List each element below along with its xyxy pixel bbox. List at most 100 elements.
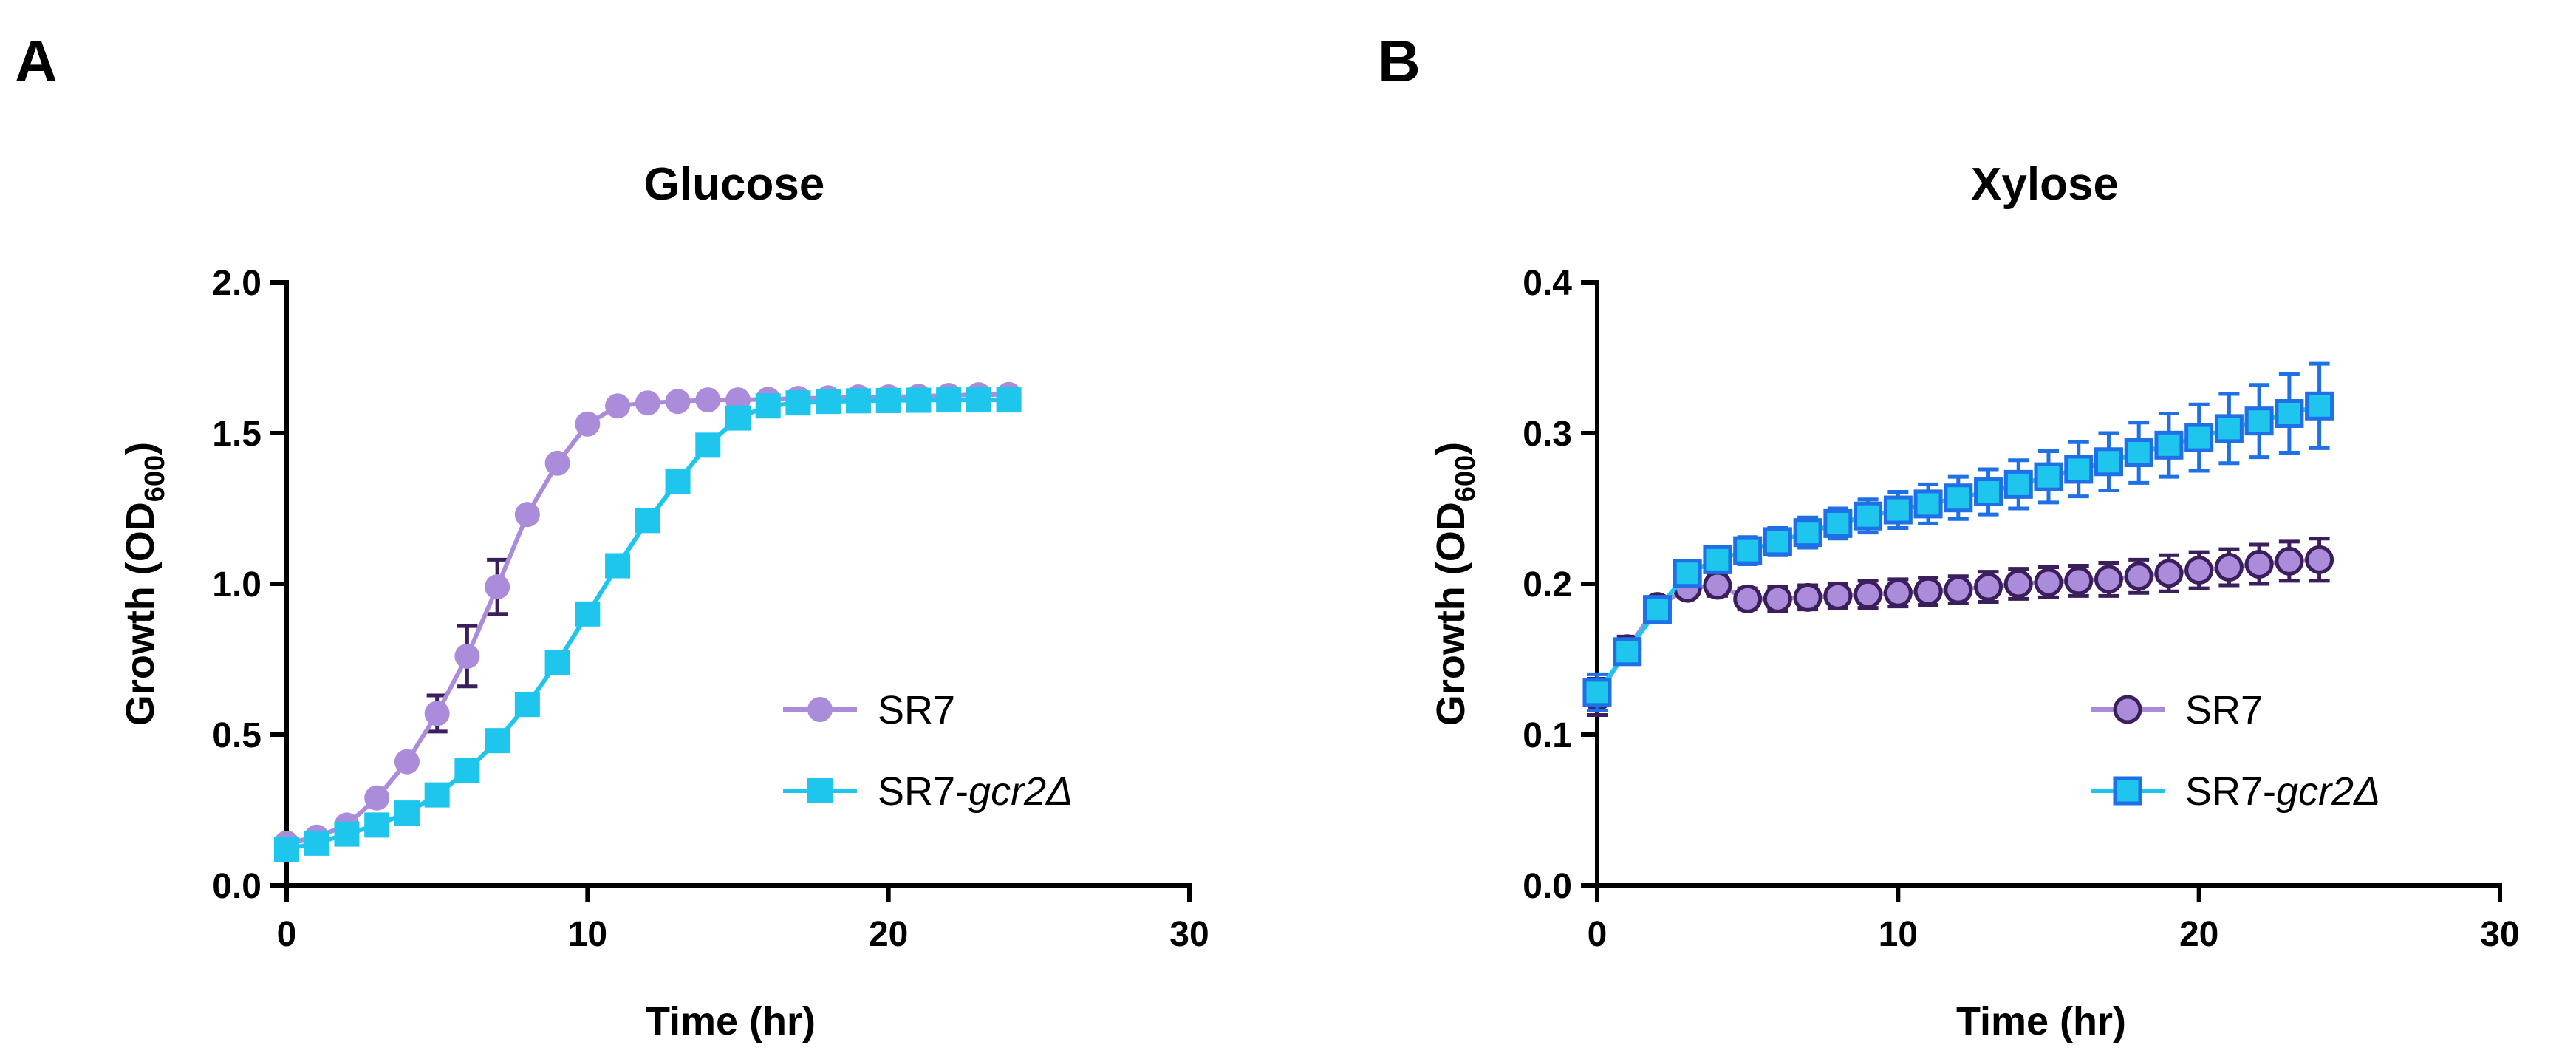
- data-point: [695, 387, 721, 413]
- data-point: [2064, 566, 2094, 596]
- data-point: [1944, 575, 1973, 605]
- data-point: [575, 411, 601, 437]
- data-point: [1582, 678, 1612, 707]
- data-point: [966, 387, 991, 413]
- data-point: [1854, 501, 1883, 531]
- data-point: [1793, 518, 1822, 548]
- data-point: [807, 778, 833, 803]
- data-point: [2214, 553, 2244, 582]
- data-point: [875, 387, 901, 413]
- data-point: [665, 389, 691, 415]
- data-point: [1793, 582, 1822, 612]
- y-tick-label: 0.0: [212, 867, 262, 906]
- y-axis-label: Growth (OD600): [118, 442, 171, 726]
- x-axis-label: Time (hr): [646, 999, 816, 1044]
- y-tick-label: 0.5: [212, 716, 262, 755]
- data-point: [1974, 477, 2003, 507]
- data-point: [2034, 568, 2063, 597]
- chart-panel-b: B Xylose 0.0 0.1 0.2 0.3 0.4 0 10 20 30 Time (hr) Gr…: [1378, 28, 2520, 1044]
- data-point: [274, 837, 299, 862]
- legend-label: SR7-gcr2Δ: [2185, 769, 2380, 814]
- data-point: [1673, 559, 1702, 588]
- data-point: [1854, 579, 1883, 609]
- data-point: [1763, 527, 1792, 556]
- data-point: [2113, 695, 2142, 724]
- data-point: [544, 650, 570, 675]
- panel-letter: A: [15, 28, 58, 94]
- data-point: [454, 643, 480, 669]
- data-point: [2124, 562, 2153, 591]
- series-sr7-gcr2: [1582, 361, 2334, 712]
- data-point: [2094, 447, 2123, 477]
- series-sr7: [1582, 537, 2334, 717]
- data-point: [1823, 508, 1853, 538]
- data-point: [485, 574, 510, 600]
- data-point: [2305, 545, 2334, 574]
- data-point: [514, 502, 540, 528]
- y-tick-label: 0.3: [1523, 415, 1572, 454]
- chart-panel-a: A Glucose 0.0 0.5 1.0 1.5 2.0 0 10 20 30 Time (hr) G…: [15, 28, 1209, 1044]
- y-tick-label: 0.1: [1523, 716, 1572, 755]
- x-tick-label: 0: [277, 915, 297, 954]
- legend-item: SR7: [2091, 688, 2263, 732]
- data-point: [2244, 549, 2274, 579]
- data-point: [1883, 578, 1913, 607]
- data-point: [394, 800, 420, 826]
- data-point: [1703, 545, 1732, 574]
- data-point: [2113, 776, 2142, 806]
- data-point: [1733, 584, 1763, 613]
- data-point: [2275, 398, 2304, 428]
- data-point: [2154, 430, 2184, 460]
- data-point: [2275, 546, 2304, 576]
- y-tick-label: 2.0: [212, 264, 262, 303]
- data-point: [2064, 455, 2094, 484]
- x-tick-label: 30: [2480, 915, 2519, 954]
- data-point: [1913, 576, 1943, 606]
- legend-label: SR7-gcr2Δ: [878, 769, 1073, 814]
- data-point: [845, 388, 871, 414]
- data-point: [2154, 559, 2184, 588]
- legend-item: SR7-gcr2Δ: [783, 769, 1073, 814]
- data-point: [1613, 637, 1642, 667]
- data-point: [807, 697, 833, 722]
- data-point: [334, 821, 360, 847]
- data-point: [2214, 414, 2244, 443]
- series-sr7-gcr2: [274, 387, 1022, 862]
- data-point: [2034, 462, 2063, 491]
- y-tick-label: 0.4: [1523, 264, 1572, 303]
- data-point: [996, 387, 1022, 413]
- x-tick-label: 20: [869, 915, 908, 954]
- y-tick-label: 1.0: [212, 565, 262, 605]
- data-point: [1733, 536, 1763, 565]
- data-point: [364, 785, 390, 811]
- data-point: [304, 830, 329, 856]
- data-point: [755, 393, 781, 419]
- data-point: [485, 728, 510, 754]
- x-tick-label: 0: [1588, 915, 1608, 954]
- legend-item: SR7-gcr2Δ: [2091, 769, 2380, 814]
- data-point: [1703, 571, 1732, 600]
- y-tick-label: 0.0: [1523, 867, 1572, 906]
- data-point: [2244, 406, 2274, 436]
- data-point: [575, 601, 601, 627]
- y-axis-label: Growth (OD600): [1429, 442, 1481, 726]
- data-point: [364, 812, 390, 838]
- data-point: [2003, 569, 2033, 599]
- data-point: [394, 749, 420, 775]
- data-point: [2003, 469, 2033, 499]
- data-point: [2094, 565, 2123, 594]
- data-point: [605, 553, 631, 579]
- data-point: [1823, 581, 1853, 610]
- data-point: [1913, 489, 1943, 519]
- legend-label: SR7: [2185, 688, 2263, 732]
- data-point: [695, 432, 721, 458]
- data-point: [816, 389, 841, 415]
- data-point: [635, 508, 660, 534]
- y-tick-label: 0.2: [1523, 565, 1572, 605]
- data-point: [1944, 483, 1973, 513]
- x-axis-label: Time (hr): [1956, 999, 2126, 1044]
- data-point: [906, 387, 932, 413]
- data-point: [725, 405, 751, 431]
